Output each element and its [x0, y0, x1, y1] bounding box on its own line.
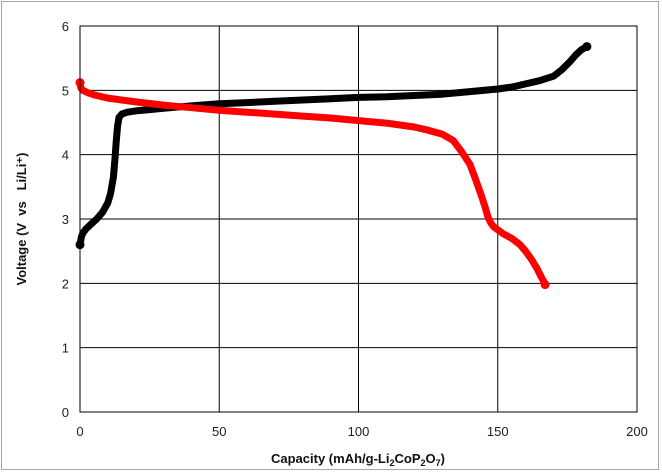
y-tick-label: 3 [62, 212, 69, 227]
y-tick-label: 0 [62, 405, 69, 420]
x-tick-label: 150 [487, 424, 509, 439]
x-axis-title: Capacity (mAh/g-Li2CoP2O7) [271, 451, 445, 468]
y-tick-label: 4 [62, 148, 69, 163]
x-tick-labels: 0 50 100 150 200 [76, 424, 647, 439]
y-tick-label: 6 [62, 19, 69, 34]
y-tick-label: 2 [62, 276, 69, 291]
x-tick-label: 200 [626, 424, 648, 439]
series-2-endpoint [541, 280, 550, 289]
x-tick-label: 50 [212, 424, 226, 439]
y-axis-title: Voltage (V vs Li/Li⁺) [14, 152, 29, 285]
y-tick-label: 5 [62, 83, 69, 98]
y-tick-labels: 0 1 2 3 4 5 6 [62, 19, 69, 420]
x-tick-label: 100 [348, 424, 370, 439]
series-1-endpoint [582, 42, 591, 51]
y-tick-label: 1 [62, 341, 69, 356]
x-tick-label: 0 [76, 424, 83, 439]
